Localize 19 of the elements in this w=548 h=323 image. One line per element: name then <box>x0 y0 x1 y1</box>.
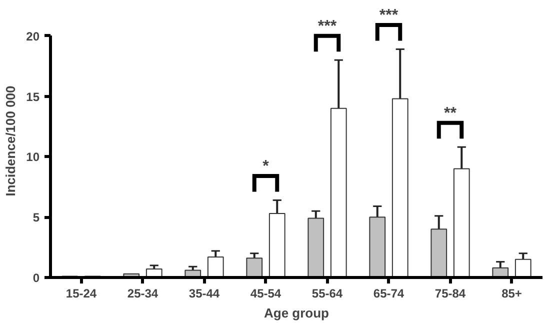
y-axis-title: Incidence/100 000 <box>3 86 18 196</box>
x-tick-label: 25-34 <box>127 286 158 300</box>
x-tick-label: 45-54 <box>250 286 282 300</box>
y-tick-label: 0 <box>32 271 40 285</box>
annotation: * <box>262 158 270 176</box>
x-tick-label: 65-74 <box>373 286 404 300</box>
x-tick-label: 85+ <box>502 286 522 300</box>
x-tick-label: 15-24 <box>66 286 97 300</box>
annotation: ** <box>444 104 458 122</box>
x-tick-label: 35-44 <box>188 286 220 300</box>
y-tick-label: 15 <box>26 90 40 104</box>
x-tick-label: 55-64 <box>312 286 343 300</box>
y-tick-label: 10 <box>26 150 40 164</box>
text: *** <box>379 7 399 24</box>
x-tick-label: 75-84 <box>434 286 466 300</box>
y-tick-label: 5 <box>32 210 40 225</box>
y-tick-label: 20 <box>26 29 40 44</box>
text: *** <box>318 18 338 35</box>
x-axis-title: Age group <box>264 306 330 320</box>
